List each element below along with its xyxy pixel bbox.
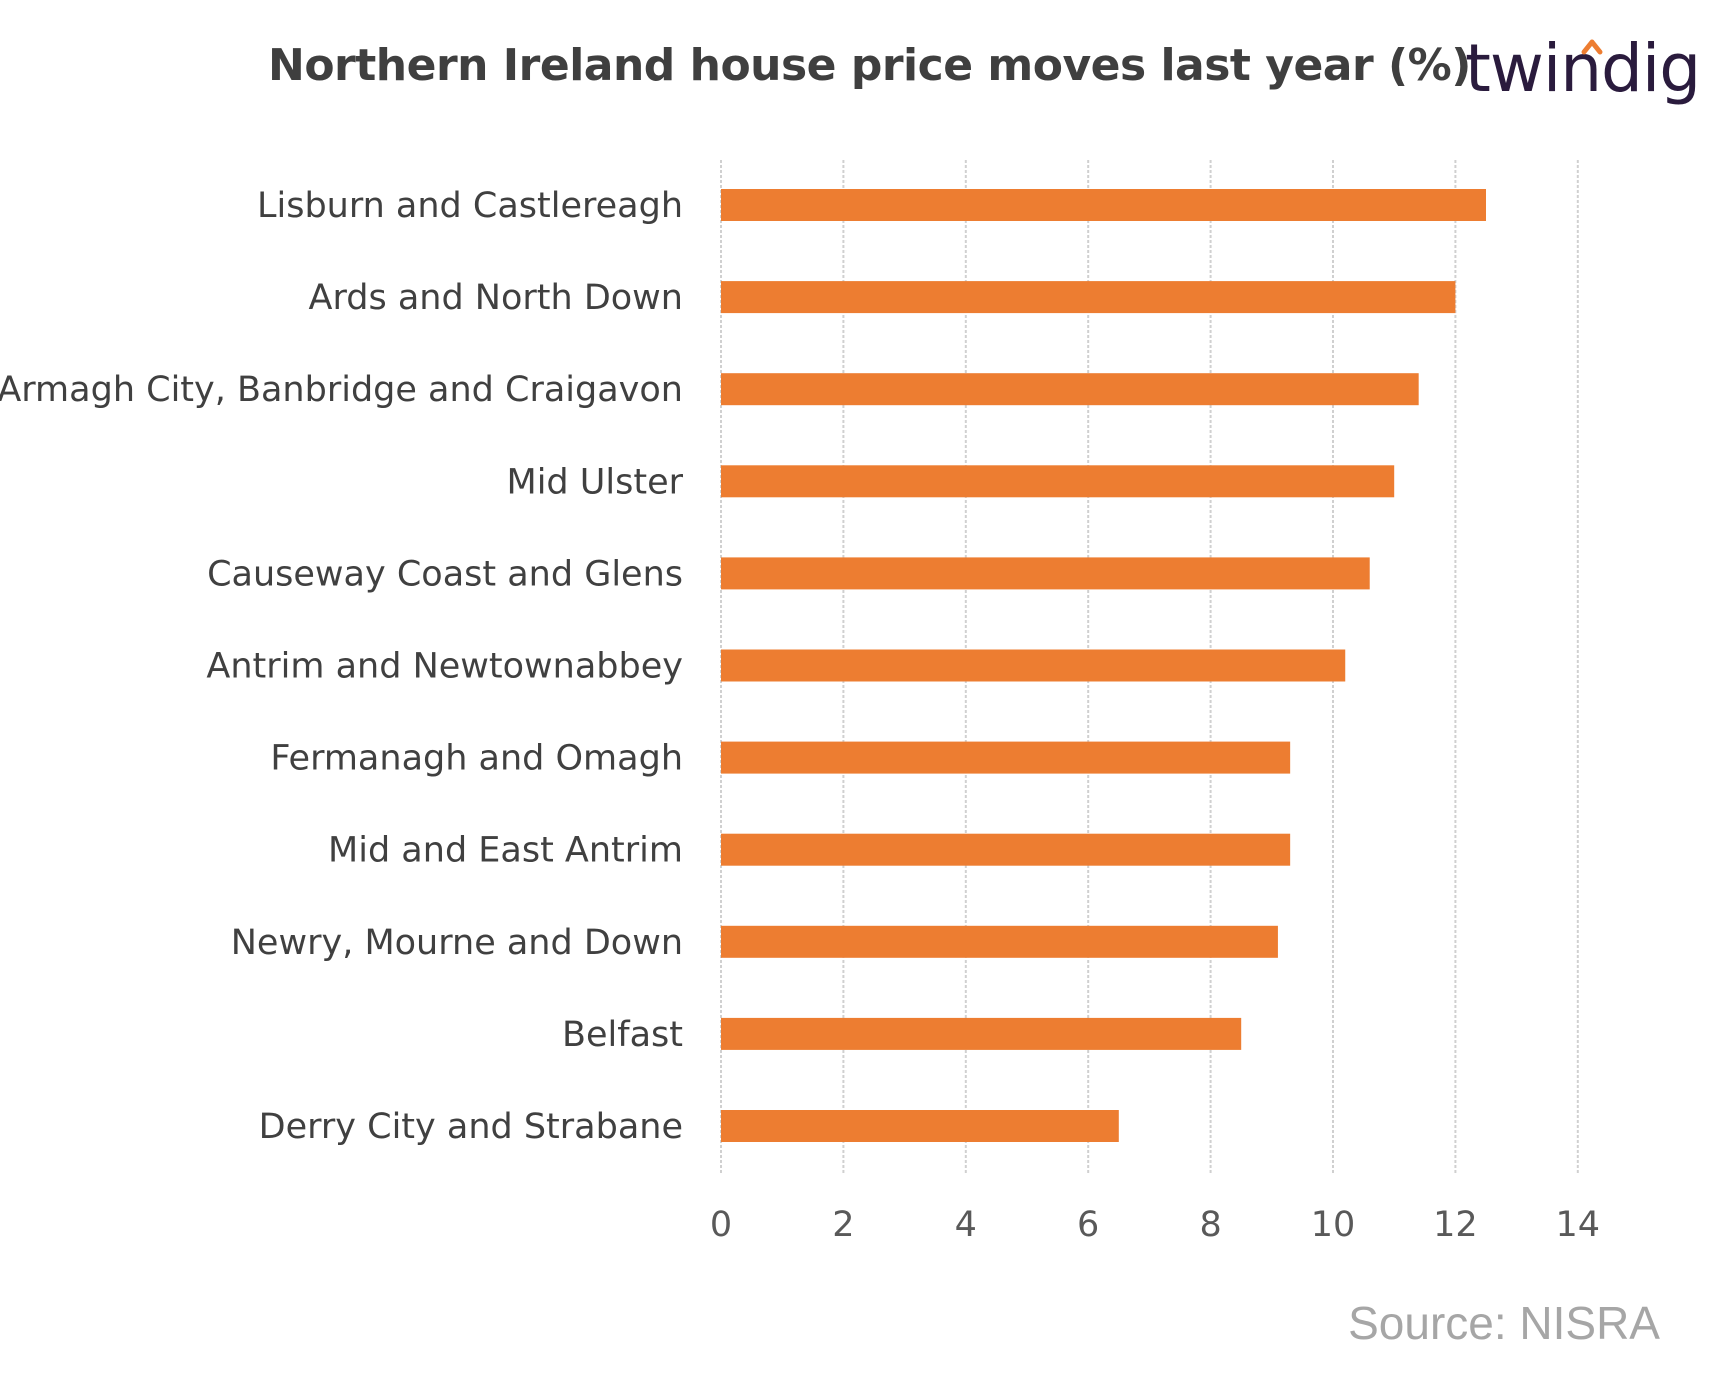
x-tick-label: 10 — [1311, 1205, 1356, 1245]
category-label: Newry, Mourne and Down — [231, 923, 683, 963]
bar — [721, 281, 1456, 314]
logo-roof-accent — [1581, 39, 1603, 55]
bar — [721, 925, 1278, 958]
category-label: Lisburn and Castlereagh — [257, 186, 683, 226]
x-tick-label: 8 — [1199, 1205, 1221, 1245]
category-label: Causeway Coast and Glens — [207, 554, 683, 594]
bar — [721, 189, 1486, 221]
bar — [721, 1110, 1119, 1142]
category-label: Belfast — [562, 1015, 683, 1055]
bar — [721, 833, 1291, 866]
category-label: Mid Ulster — [507, 462, 684, 502]
bar — [721, 649, 1346, 682]
category-label: Ards and North Down — [309, 278, 683, 318]
source-note: Source: NISRA — [1348, 1297, 1660, 1349]
x-tick-label: 2 — [832, 1205, 854, 1245]
category-label: Derry City and Strabane — [259, 1107, 683, 1147]
bar — [721, 557, 1370, 590]
x-tick-label: 12 — [1433, 1205, 1478, 1245]
chart-title: Northern Ireland house price moves last … — [268, 40, 1471, 91]
logo-roof-icon — [1581, 39, 1603, 55]
category-label: Fermanagh and Omagh — [270, 739, 683, 779]
category-label: Antrim and Newtownabbey — [206, 647, 683, 687]
x-tick-label: 6 — [1077, 1205, 1099, 1245]
logo-text: twindig — [1465, 30, 1701, 107]
bars — [721, 189, 1486, 1142]
x-tick-label: 4 — [955, 1205, 977, 1245]
bar — [721, 465, 1395, 498]
bar — [721, 1017, 1242, 1050]
x-tick-label: 14 — [1556, 1205, 1601, 1245]
x-tick-label: 0 — [710, 1205, 732, 1245]
bar — [721, 373, 1419, 406]
category-labels: Lisburn and Castlereagh Ards and North Do… — [0, 186, 684, 1147]
category-label: Armagh City, Banbridge and Craigavon — [0, 370, 683, 410]
twindig-logo: twindig — [1465, 30, 1715, 130]
category-label: Mid and East Antrim — [328, 831, 683, 871]
bar — [721, 741, 1291, 774]
bar-chart: Lisburn and Castlereagh Ards and North Do… — [0, 160, 1600, 1245]
x-axis-tick-labels: 0 2 4 6 8 10 12 14 — [710, 1205, 1600, 1245]
